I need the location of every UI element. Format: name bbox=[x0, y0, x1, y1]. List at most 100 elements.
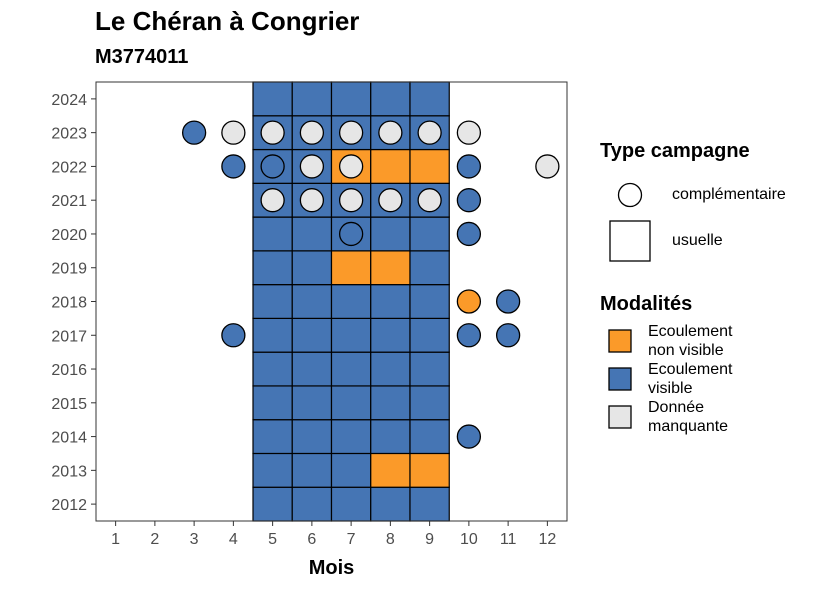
point-2023-3 bbox=[181, 120, 207, 145]
tile-2018-8 bbox=[370, 284, 411, 319]
y-tick-label-2016: 2016 bbox=[51, 362, 87, 379]
point-2022-10 bbox=[456, 154, 482, 179]
point-2017-10 bbox=[456, 323, 482, 348]
y-tick-label-2017: 2017 bbox=[51, 328, 87, 345]
legend-modalites-title: Modalités bbox=[600, 293, 693, 315]
point-2020-10 bbox=[456, 221, 482, 247]
y-tick-label-2013: 2013 bbox=[51, 463, 87, 480]
x-tick-label-3: 3 bbox=[190, 531, 199, 548]
legend-item-complementaire: complémentaire bbox=[600, 177, 822, 213]
x-axis: 1 2 3 4 5 6 7 8 9 10 11 12 bbox=[111, 521, 556, 548]
tile-2018-6 bbox=[291, 284, 333, 319]
tile-2014-7 bbox=[330, 419, 372, 455]
swatch-visible bbox=[608, 367, 632, 391]
tile-2022-9 bbox=[409, 148, 450, 184]
legend-label-usuelle: usuelle bbox=[672, 232, 723, 249]
tile-2018-5 bbox=[252, 284, 293, 319]
point-2022-7 bbox=[338, 154, 364, 179]
tile-2017-9 bbox=[409, 317, 450, 353]
tile-2024-6 bbox=[291, 81, 333, 117]
x-tick-label-6: 6 bbox=[307, 531, 316, 548]
tile-2019-7 bbox=[330, 250, 372, 286]
chart-subtitle: M3774011 bbox=[95, 46, 189, 68]
square-icon bbox=[609, 220, 651, 262]
point-2014-10 bbox=[456, 424, 482, 449]
legend-label-non-visible-line2: non visible bbox=[648, 342, 724, 359]
tile-2016-5 bbox=[252, 351, 293, 387]
point-2018-11 bbox=[495, 289, 521, 314]
point-2023-8 bbox=[378, 120, 403, 145]
x-tick-label-7: 7 bbox=[347, 531, 356, 548]
point-2022-4 bbox=[221, 154, 246, 179]
tile-2024-8 bbox=[370, 81, 411, 117]
tile-2020-8 bbox=[370, 216, 411, 252]
tile-2019-5 bbox=[252, 250, 293, 286]
swatch-manquante bbox=[608, 405, 632, 429]
circle-icon bbox=[617, 182, 643, 208]
y-tick-label-2012: 2012 bbox=[51, 497, 87, 514]
tile-2012-7 bbox=[330, 486, 372, 522]
tile-2013-9 bbox=[409, 452, 450, 488]
x-axis-title: Mois bbox=[309, 557, 355, 579]
tile-2015-7 bbox=[330, 385, 372, 421]
point-2022-12 bbox=[535, 154, 560, 179]
tile-2019-9 bbox=[409, 250, 450, 286]
point-2021-6 bbox=[299, 188, 325, 213]
point-2023-10 bbox=[456, 120, 482, 145]
point-2021-5 bbox=[260, 188, 285, 213]
tile-2013-8 bbox=[370, 452, 411, 488]
x-tick-label-8: 8 bbox=[386, 531, 395, 548]
point-2017-4 bbox=[221, 323, 246, 348]
tile-2015-8 bbox=[370, 385, 411, 421]
point-2017-11 bbox=[495, 323, 521, 348]
x-tick-label-12: 12 bbox=[538, 531, 556, 548]
tile-2017-8 bbox=[370, 317, 411, 353]
tile-2019-6 bbox=[291, 250, 333, 286]
complementaire-points bbox=[181, 120, 560, 449]
y-tick-label-2014: 2014 bbox=[51, 430, 87, 447]
legend-item-non-visible: Ecoulement non visible bbox=[600, 322, 822, 360]
legend-label-non-visible-line1: Ecoulement bbox=[648, 323, 733, 340]
tile-2016-7 bbox=[330, 351, 372, 387]
point-2022-6 bbox=[299, 154, 325, 179]
tile-2015-9 bbox=[409, 385, 450, 421]
point-2021-8 bbox=[378, 188, 403, 213]
usuelle-cells bbox=[252, 81, 450, 522]
tile-2017-6 bbox=[291, 317, 333, 353]
tile-2012-6 bbox=[291, 486, 333, 522]
legend-type-title: Type campagne bbox=[600, 140, 750, 162]
legend-item-usuelle: usuelle bbox=[600, 219, 822, 263]
tile-2012-5 bbox=[252, 486, 293, 522]
chart-title: Le Chéran à Congrier bbox=[95, 6, 360, 36]
tile-2024-7 bbox=[330, 81, 372, 117]
tile-2014-8 bbox=[370, 419, 411, 455]
y-tick-label-2015: 2015 bbox=[51, 396, 87, 413]
point-2018-10 bbox=[456, 289, 482, 314]
legend-label-visible-line2: visible bbox=[648, 380, 693, 397]
y-tick-label-2022: 2022 bbox=[51, 159, 87, 176]
tile-2016-6 bbox=[291, 351, 333, 387]
y-tick-label-2023: 2023 bbox=[51, 126, 87, 143]
tile-2014-5 bbox=[252, 419, 293, 455]
y-tick-label-2021: 2021 bbox=[51, 193, 87, 210]
legend-modalites-items: Ecoulement non visible Ecoulement visibl… bbox=[600, 322, 822, 436]
x-tick-label-5: 5 bbox=[268, 531, 277, 548]
tile-2015-6 bbox=[291, 385, 333, 421]
tile-2024-5 bbox=[252, 81, 293, 117]
x-tick-label-1: 1 bbox=[111, 531, 120, 548]
tile-2017-7 bbox=[330, 317, 372, 353]
x-tick-label-11: 11 bbox=[500, 531, 517, 548]
legend: Type campagne complémentaire usuelle Mod… bbox=[600, 140, 822, 436]
tile-2014-9 bbox=[409, 419, 450, 455]
point-2023-5 bbox=[260, 120, 285, 145]
y-tick-label-2024: 2024 bbox=[51, 92, 87, 109]
tile-2017-5 bbox=[252, 317, 293, 353]
point-2020-7 bbox=[338, 221, 364, 247]
x-tick-label-9: 9 bbox=[425, 531, 434, 548]
tile-2018-9 bbox=[409, 284, 450, 319]
tile-2012-8 bbox=[370, 486, 411, 522]
legend-label-visible-line1: Ecoulement bbox=[648, 361, 733, 378]
legend-label-manquante-line1: Donnée bbox=[648, 399, 705, 416]
tile-2014-6 bbox=[291, 419, 333, 455]
legend-item-visible: Ecoulement visible bbox=[600, 360, 822, 398]
